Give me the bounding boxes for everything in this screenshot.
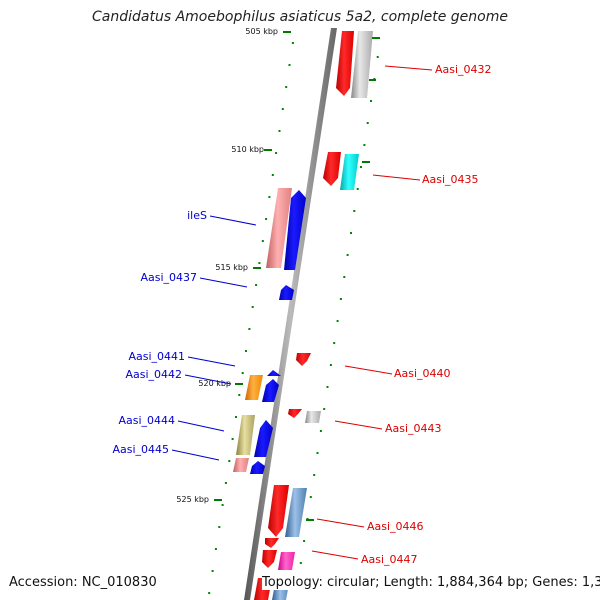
track-dot (303, 540, 306, 542)
track-dot (339, 298, 342, 300)
label-aasi-0435[interactable]: Aasi_0435 (422, 173, 479, 186)
track-dot (238, 394, 241, 396)
genome-stats-text: Topology: circular; Length: 1,884,364 bp… (262, 575, 600, 590)
track-dot (376, 56, 379, 58)
track-dot (350, 232, 352, 234)
track-dot (208, 592, 211, 594)
label-aasi-0440[interactable]: Aasi_0440 (394, 367, 451, 380)
label-ileS[interactable]: ileS (187, 209, 207, 222)
gene-block-orange[interactable] (245, 375, 263, 400)
forward-callouts (311, 65, 433, 560)
track-dot (241, 372, 244, 374)
track-dot (224, 482, 227, 484)
track-dot (329, 364, 332, 366)
gene-arrow-aasi-0447[interactable] (265, 538, 279, 548)
gene-block-magenta[interactable] (278, 552, 295, 570)
track-dot (288, 64, 291, 66)
track-dot (313, 474, 316, 476)
reverse-strand-genes (233, 188, 306, 474)
gene-arrow-aasi-0443[interactable] (288, 409, 302, 418)
label-aasi-0437[interactable]: Aasi_0437 (140, 271, 197, 284)
gene-block-red-small[interactable] (262, 550, 277, 568)
track-dot (228, 460, 231, 462)
gene-labels: Aasi_0432 Aasi_0435 Aasi_0440 Aasi_0443 … (112, 63, 491, 566)
gene-block-gray-1[interactable] (351, 31, 373, 98)
track-dot (319, 430, 322, 432)
gene-arrow-ileS[interactable] (284, 190, 306, 270)
gene-block-pink-2[interactable] (233, 458, 249, 472)
reverse-callouts (171, 215, 257, 461)
gene-arrow-aasi-0441[interactable] (267, 370, 281, 376)
gene-block-steel[interactable] (285, 488, 307, 537)
ruler-label-525: 525 kbp (176, 495, 209, 504)
track-dot (214, 548, 217, 550)
ruler-label-505: 505 kbp (245, 27, 278, 36)
track-dot (326, 386, 329, 388)
track-dot (231, 438, 234, 440)
label-aasi-0442[interactable]: Aasi_0442 (125, 368, 182, 381)
track-dot (251, 306, 254, 308)
label-aasi-0446[interactable]: Aasi_0446 (367, 520, 424, 533)
label-aasi-0447[interactable]: Aasi_0447 (361, 553, 418, 566)
gene-arrow-aasi-0445[interactable] (250, 461, 265, 474)
gene-block-gray-2[interactable] (305, 411, 321, 423)
ruler-label-510: 510 kbp (231, 145, 264, 154)
gene-arrow-aasi-0442[interactable] (262, 379, 279, 402)
track-dot (271, 174, 274, 176)
gene-arrow-aasi-0432[interactable] (336, 31, 354, 96)
track-dot (356, 188, 359, 190)
accession-text: Accession: NC_010830 (9, 575, 157, 590)
track-dot (265, 218, 268, 220)
gene-arrow-aasi-0446[interactable] (268, 485, 289, 537)
gene-block-cyan[interactable] (340, 154, 359, 190)
track-dot (235, 416, 237, 418)
label-aasi-0445[interactable]: Aasi_0445 (112, 443, 169, 456)
track-dot (343, 276, 346, 278)
track-dot (323, 408, 326, 410)
label-aasi-0441[interactable]: Aasi_0441 (128, 350, 185, 363)
gene-block-pink-ileS[interactable] (266, 188, 292, 268)
ruler-label-515: 515 kbp (215, 263, 248, 272)
track-dot (211, 570, 214, 572)
label-aasi-0444[interactable]: Aasi_0444 (118, 414, 175, 427)
track-dot (285, 86, 288, 88)
track-dot (353, 210, 356, 212)
track-dot (218, 526, 221, 528)
track-dot (309, 496, 312, 498)
track-dot (291, 42, 294, 44)
track-dot (281, 108, 284, 110)
track-dot (363, 144, 366, 146)
track-dot (366, 122, 369, 124)
track-dot (261, 240, 264, 242)
track-dot (333, 342, 336, 344)
forward-strand-genes (254, 31, 380, 600)
ruler: 505 kbp 510 kbp 515 kbp 520 kbp 525 kbp (176, 27, 291, 504)
track-dot (316, 452, 319, 454)
track-dot (275, 152, 278, 154)
track-dot (299, 562, 302, 564)
track-dot (258, 262, 261, 264)
track-dot (278, 130, 281, 132)
gene-arrow-aasi-0444[interactable] (254, 420, 273, 457)
gene-arrow-aasi-0437[interactable] (279, 285, 294, 300)
track-dot (346, 254, 349, 256)
track-dot (268, 196, 271, 198)
gene-block-olive[interactable] (236, 415, 255, 455)
track-dot (360, 166, 362, 168)
track-dot (221, 504, 224, 506)
track-dot (370, 100, 372, 102)
track-dot (255, 284, 258, 286)
genome-axis (244, 28, 337, 600)
gene-arrow-aasi-0435[interactable] (323, 152, 341, 186)
track-dot (336, 320, 339, 322)
ruler-label-520: 520 kbp (198, 379, 231, 388)
label-aasi-0443[interactable]: Aasi_0443 (385, 422, 442, 435)
track-dot (245, 350, 247, 352)
track-dot (248, 328, 251, 330)
label-aasi-0432[interactable]: Aasi_0432 (435, 63, 492, 76)
gene-arrow-aasi-0440[interactable] (296, 353, 311, 366)
map-title: Candidatus Amoebophilus asiaticus 5a2, c… (92, 9, 508, 25)
